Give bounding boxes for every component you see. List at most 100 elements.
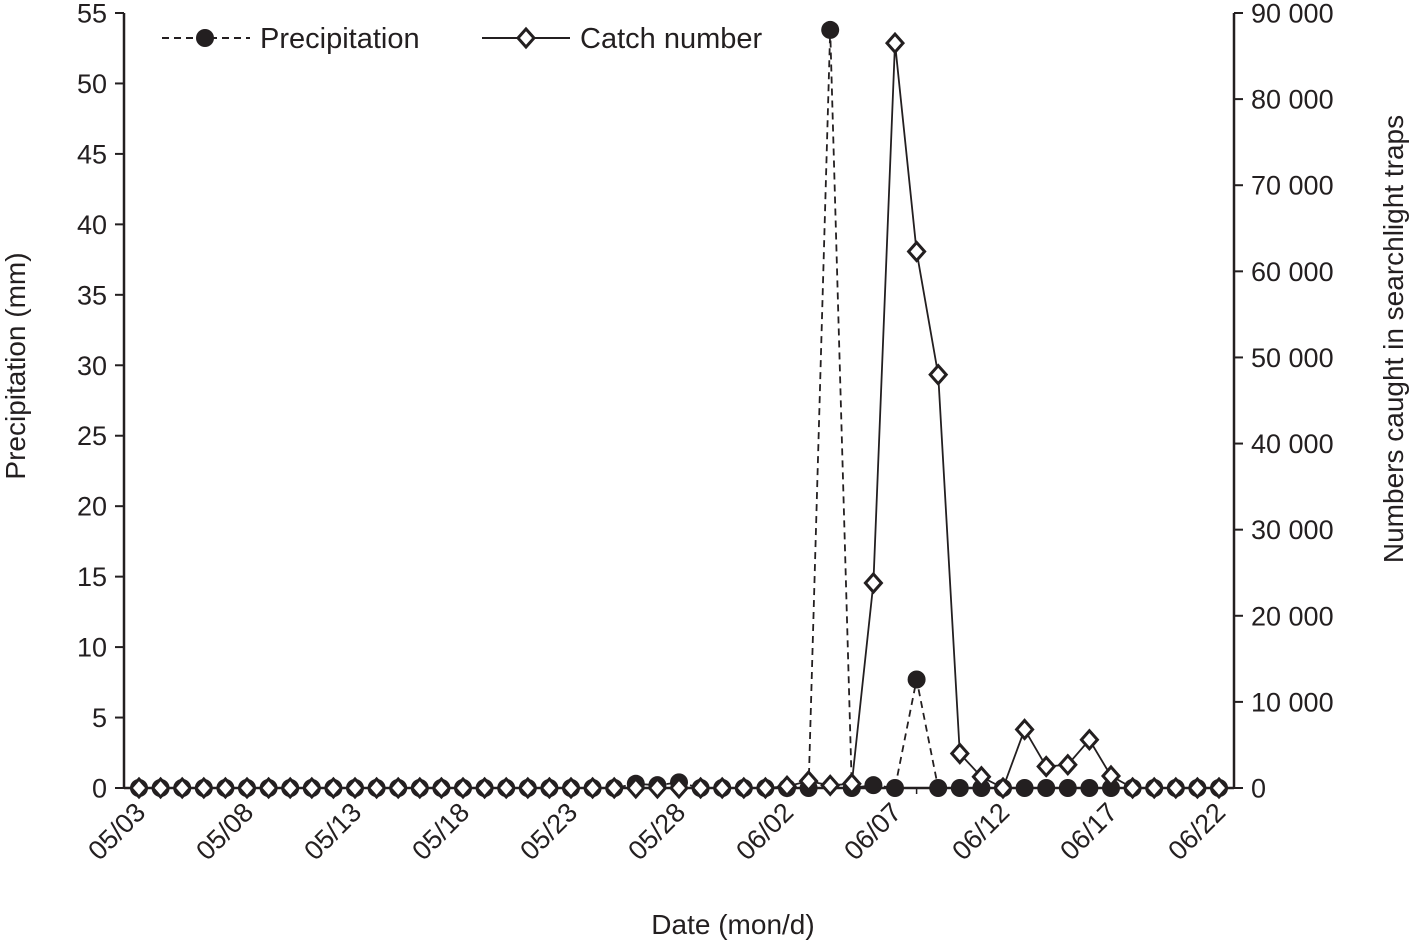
- catch-number-point: [560, 776, 582, 800]
- y-left-tick-label: 0: [92, 774, 107, 804]
- catch-number-point: [517, 776, 538, 800]
- catch-number-point: [409, 776, 430, 800]
- legend: Precipitation Catch number: [162, 23, 762, 55]
- catch-number-point: [884, 31, 906, 55]
- catch-number-point: [863, 571, 884, 595]
- y-left-tick-label: 5: [92, 703, 107, 733]
- y-right-tick-label: 70 000: [1251, 171, 1334, 201]
- y-right-tick-label: 40 000: [1251, 429, 1334, 459]
- axes: [122, 13, 1236, 790]
- y-left-tick-label: 15: [77, 562, 107, 592]
- catch-number-point: [388, 776, 409, 800]
- precipitation-line: [139, 29, 1219, 790]
- x-tick-label: 05/03: [82, 797, 151, 866]
- catch-number-point: [841, 772, 862, 795]
- catch-number-point: [949, 742, 970, 765]
- y-right-axis-title: Numbers caught in searchlight traps: [1378, 115, 1409, 563]
- catch-number-line: [139, 43, 1219, 790]
- precipitation-point: [1015, 779, 1034, 797]
- x-tick-label: 05/18: [406, 797, 475, 866]
- catch-number-point: [1057, 753, 1078, 777]
- y-left-tick-label: 10: [77, 633, 107, 663]
- catch-number-point: [906, 240, 927, 263]
- y-right-tick-label: 80 000: [1251, 85, 1334, 115]
- catch-number-point: [992, 776, 1014, 800]
- catch-number-point: [193, 776, 214, 800]
- y-right-tick-label: 10 000: [1251, 687, 1334, 717]
- catch-number-point: [820, 774, 841, 797]
- catch-number-point: [150, 776, 171, 800]
- catch-number-point: [258, 776, 279, 800]
- catch-number-point: [668, 776, 690, 800]
- catch-number-point: [690, 776, 711, 800]
- y-left-tick-label: 35: [77, 280, 107, 310]
- y-right-tick-label: 50 000: [1251, 343, 1334, 373]
- y-right-tick-label: 20 000: [1251, 601, 1334, 631]
- catch-number-point: [604, 776, 625, 800]
- precipitation-point: [886, 779, 904, 797]
- catch-number-point: [582, 776, 603, 800]
- y-left-tick-label: 25: [77, 421, 107, 451]
- catch-number-point: [215, 776, 236, 800]
- catch-number-point: [1122, 776, 1143, 800]
- y-left-tick-label: 40: [77, 210, 107, 240]
- catch-number-point: [1079, 728, 1100, 752]
- legend-precipitation-label: Precipitation: [260, 23, 420, 55]
- x-tick-label: 06/02: [730, 797, 799, 866]
- x-axis-title: Date (mon/d): [651, 909, 814, 940]
- catch-number-point: [1165, 776, 1186, 800]
- x-tick-label: 06/12: [946, 797, 1015, 866]
- series: [128, 20, 1230, 800]
- y-right-tick-label: 90 000: [1251, 0, 1334, 29]
- catch-number-point: [1187, 776, 1208, 800]
- catch-number-point: [539, 776, 560, 800]
- ticks: 0 5 10 15 20 25 30 35 40 45 50 55 0 10 000 20 000 30 00…: [77, 0, 1334, 866]
- x-tick-label: 06/07: [838, 797, 907, 866]
- y-right-tick-label: 30 000: [1251, 515, 1334, 545]
- precipitation-point: [1102, 779, 1120, 797]
- x-tick-label: 06/17: [1054, 797, 1123, 866]
- y-left-tick-label: 30: [77, 351, 107, 381]
- precipitation-point: [929, 779, 948, 797]
- catch-number-point: [1208, 776, 1230, 800]
- catch-number-point: [625, 776, 646, 800]
- catch-number-point: [344, 776, 366, 800]
- catch-number-point: [474, 776, 495, 800]
- catch-number-point: [280, 776, 301, 800]
- catch-number-point: [128, 776, 150, 800]
- precipitation-point: [821, 20, 840, 39]
- catch-number-point: [712, 776, 733, 800]
- catch-number-point: [776, 775, 798, 798]
- catch-number-point: [366, 776, 387, 800]
- precipitation-point: [1080, 779, 1099, 797]
- catch-number-point: [755, 776, 776, 800]
- y-left-tick-label: 50: [77, 69, 107, 99]
- catch-number-point: [798, 769, 819, 793]
- catch-number-point: [1144, 776, 1165, 800]
- precipitation-point: [907, 670, 926, 689]
- catch-number-point: [971, 765, 992, 789]
- catch-number-point: [1036, 755, 1057, 778]
- y-left-axis-title: Precipitation (mm): [0, 252, 31, 479]
- precipitation-point: [864, 776, 883, 795]
- legend-catch-marker: [515, 26, 537, 50]
- precipitation-point: [1058, 779, 1077, 797]
- catch-number-point: [236, 776, 258, 800]
- x-tick-label: 05/13: [298, 797, 367, 866]
- catch-number-point: [1100, 764, 1122, 788]
- x-tick-label: 05/08: [190, 797, 259, 866]
- catch-number-point: [323, 776, 344, 800]
- catch-number-point: [172, 776, 193, 800]
- catch-number-point: [1014, 718, 1035, 741]
- catch-number-point: [431, 776, 452, 800]
- catch-number-point: [301, 776, 322, 800]
- legend-precipitation-marker: [196, 29, 214, 47]
- legend-catch-label: Catch number: [580, 23, 762, 55]
- y-right-tick-label: 0: [1251, 774, 1266, 804]
- catch-number-point: [452, 776, 474, 800]
- precipitation-point: [1037, 779, 1056, 797]
- x-tick-label: 05/28: [622, 797, 691, 866]
- y-left-tick-label: 45: [77, 139, 107, 169]
- x-tick-label: 05/23: [514, 797, 583, 866]
- catch-number-point: [928, 363, 949, 386]
